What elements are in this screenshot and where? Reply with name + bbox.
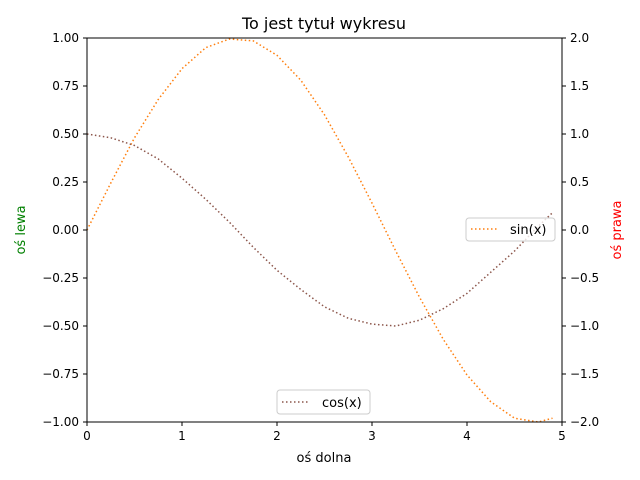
legend-cos: cos(x): [276, 389, 371, 415]
left-y-tick-label: 0.00: [52, 223, 79, 237]
x-tick-label: 0: [83, 429, 91, 443]
legend-sin: sin(x): [465, 217, 556, 242]
series-line-sin-x: [86, 38, 553, 423]
left-y-tick-label: −0.25: [42, 271, 79, 285]
legend-sin-box: [465, 217, 556, 242]
left-y-tick-label: 0.75: [52, 79, 79, 93]
legend-cos-label: cos(x): [322, 396, 362, 411]
series-layer: [86, 38, 554, 423]
x-axis-label: oś dolna: [297, 451, 352, 466]
chart-title: To jest tytuł wykresu: [241, 14, 406, 33]
right-y-tick-label: 0.5: [570, 175, 589, 189]
right-y-tick-label: 1.5: [570, 79, 589, 93]
right-y-tick-label: −2.0: [570, 415, 599, 429]
left-y-tick-label: −0.50: [42, 319, 79, 333]
left-y-tick-label: −0.75: [42, 367, 79, 381]
right-y-tick-label: −0.5: [570, 271, 599, 285]
right-y-axis: −2.0 −1.5 −1.0 −0.5 0.0 0.5 1.0 1.5 2.0: [562, 31, 599, 429]
right-y-tick-label: −1.5: [570, 367, 599, 381]
left-y-tick-label: −1.00: [42, 415, 79, 429]
right-y-tick-label: 1.0: [570, 127, 589, 141]
x-tick-label: 3: [368, 429, 376, 443]
x-tick-label: 1: [178, 429, 186, 443]
right-y-tick-label: −1.0: [570, 319, 599, 333]
right-y-tick-label: 0.0: [570, 223, 589, 237]
x-tick-label: 2: [273, 429, 281, 443]
right-y-axis-label: oś prawa: [610, 200, 625, 259]
left-y-tick-label: 1.00: [52, 31, 79, 45]
legend-cos-box: [276, 389, 371, 415]
x-axis: 0 1 2 3 4 5: [83, 422, 566, 443]
x-tick-label: 4: [463, 429, 471, 443]
left-y-tick-label: 0.50: [52, 127, 79, 141]
legend-sin-label: sin(x): [510, 223, 546, 238]
left-y-axis-label: oś lewa: [14, 205, 29, 254]
x-tick-label: 5: [558, 429, 566, 443]
left-y-axis: −1.00 −0.75 −0.50 −0.25 0.00 0.25 0.50 0.75 1.00: [42, 31, 87, 429]
right-y-tick-label: 2.0: [570, 31, 589, 45]
left-y-tick-label: 0.25: [52, 175, 79, 189]
